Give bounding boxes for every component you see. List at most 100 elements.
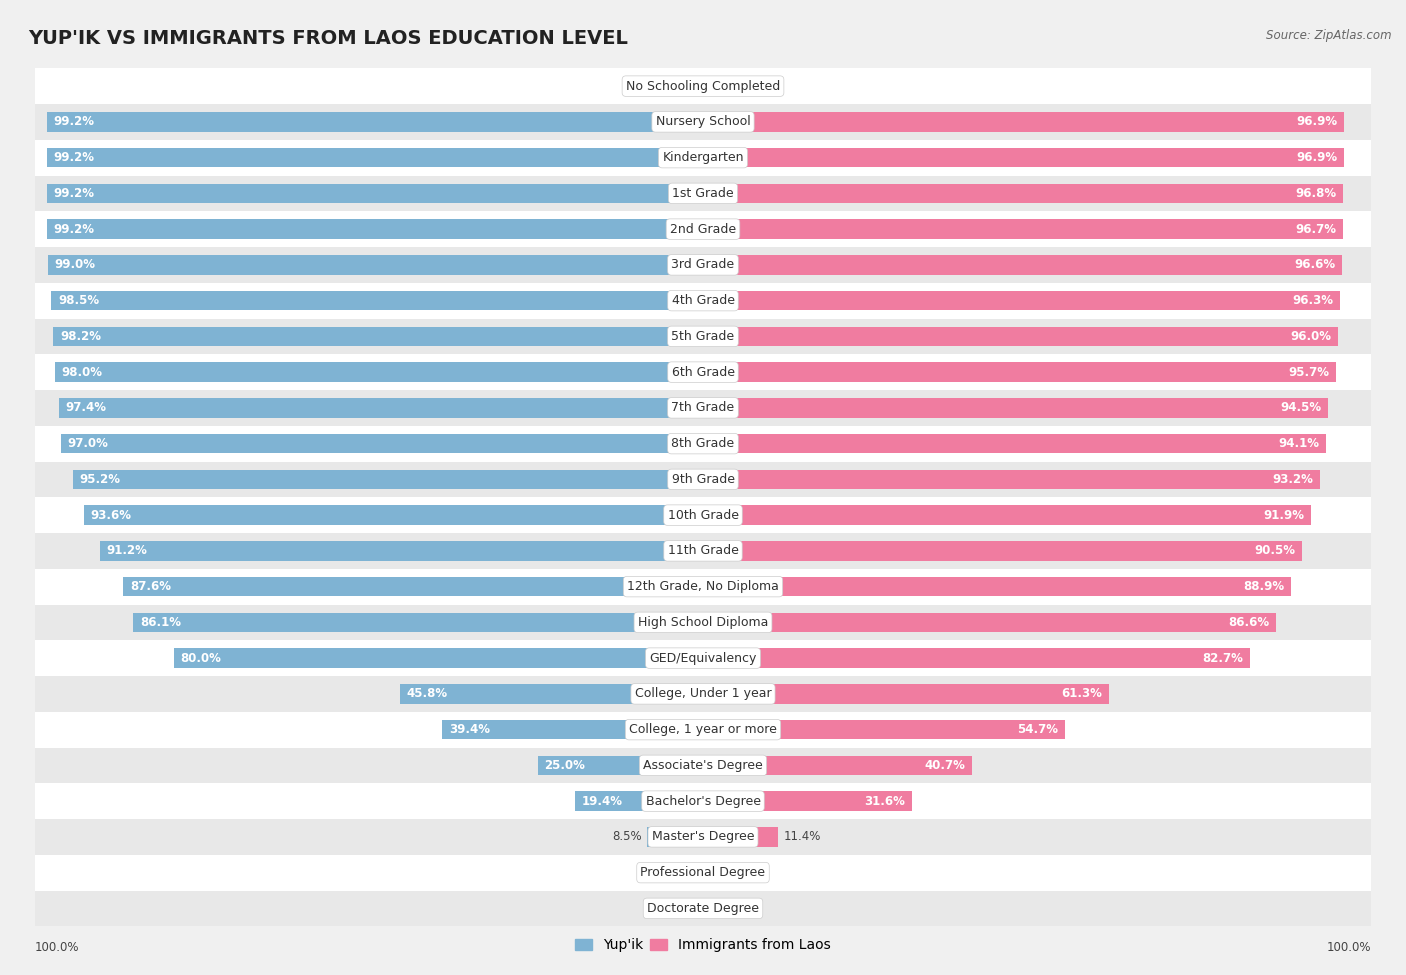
Bar <box>46 183 703 203</box>
Text: 39.4%: 39.4% <box>449 723 489 736</box>
Text: Master's Degree: Master's Degree <box>652 831 754 843</box>
Bar <box>55 363 703 382</box>
Text: 3.2%: 3.2% <box>730 866 759 879</box>
Text: No Schooling Completed: No Schooling Completed <box>626 80 780 93</box>
Text: 8th Grade: 8th Grade <box>672 437 734 450</box>
Text: 5th Grade: 5th Grade <box>672 330 734 343</box>
Bar <box>703 76 724 96</box>
Bar <box>35 819 1371 855</box>
Bar <box>703 363 1336 382</box>
Text: 99.2%: 99.2% <box>53 151 94 164</box>
Bar <box>35 676 1371 712</box>
Text: 11th Grade: 11th Grade <box>668 544 738 558</box>
Text: 61.3%: 61.3% <box>1062 687 1102 700</box>
Bar <box>35 497 1371 533</box>
Bar <box>35 104 1371 139</box>
Bar <box>35 176 1371 212</box>
Bar <box>703 648 1250 668</box>
Text: Bachelor's Degree: Bachelor's Degree <box>645 795 761 807</box>
Text: 96.6%: 96.6% <box>1295 258 1336 271</box>
Text: 99.0%: 99.0% <box>55 258 96 271</box>
Bar <box>35 783 1371 819</box>
Text: 7th Grade: 7th Grade <box>672 402 734 414</box>
Bar <box>53 327 703 346</box>
Text: Kindergarten: Kindergarten <box>662 151 744 164</box>
Text: 3rd Grade: 3rd Grade <box>672 258 734 271</box>
Text: 96.7%: 96.7% <box>1295 222 1336 236</box>
Text: College, Under 1 year: College, Under 1 year <box>634 687 772 700</box>
Bar <box>35 139 1371 176</box>
Text: 90.5%: 90.5% <box>1254 544 1295 558</box>
Text: 99.2%: 99.2% <box>53 222 94 236</box>
Bar <box>124 577 703 597</box>
Text: 97.4%: 97.4% <box>65 402 107 414</box>
Bar <box>35 354 1371 390</box>
Bar <box>703 148 1344 168</box>
Text: 82.7%: 82.7% <box>1202 651 1243 665</box>
Bar <box>35 390 1371 426</box>
Bar <box>51 291 703 310</box>
Text: 97.0%: 97.0% <box>67 437 108 450</box>
Text: 40.7%: 40.7% <box>925 759 966 772</box>
Bar <box>703 219 1343 239</box>
Bar <box>46 219 703 239</box>
Bar <box>703 684 1108 704</box>
Text: 80.0%: 80.0% <box>180 651 221 665</box>
Text: 45.8%: 45.8% <box>406 687 447 700</box>
Text: 98.0%: 98.0% <box>62 366 103 378</box>
Bar <box>35 890 1371 926</box>
Bar <box>703 291 1340 310</box>
Bar <box>35 283 1371 319</box>
Bar <box>703 183 1344 203</box>
Text: 11.4%: 11.4% <box>783 831 821 843</box>
Bar <box>537 756 703 775</box>
Text: 6th Grade: 6th Grade <box>672 366 734 378</box>
Text: 19.4%: 19.4% <box>581 795 623 807</box>
Legend: Yup'ik, Immigrants from Laos: Yup'ik, Immigrants from Laos <box>569 933 837 957</box>
Bar <box>35 461 1371 497</box>
Text: 93.6%: 93.6% <box>90 509 131 522</box>
Bar <box>703 827 779 846</box>
Bar <box>703 112 1344 132</box>
Text: Source: ZipAtlas.com: Source: ZipAtlas.com <box>1267 29 1392 42</box>
Bar <box>647 827 703 846</box>
Bar <box>703 863 724 882</box>
Bar <box>46 148 703 168</box>
Bar <box>695 899 703 918</box>
Bar <box>695 76 703 96</box>
Bar <box>683 863 703 882</box>
Bar <box>35 68 1371 104</box>
Bar <box>443 720 703 739</box>
Bar <box>100 541 703 561</box>
Text: 88.9%: 88.9% <box>1243 580 1285 593</box>
Bar <box>59 398 703 417</box>
Bar <box>35 855 1371 890</box>
Text: Associate's Degree: Associate's Degree <box>643 759 763 772</box>
Bar <box>46 112 703 132</box>
Bar <box>35 604 1371 641</box>
Text: YUP'IK VS IMMIGRANTS FROM LAOS EDUCATION LEVEL: YUP'IK VS IMMIGRANTS FROM LAOS EDUCATION… <box>28 29 628 48</box>
Text: 86.1%: 86.1% <box>141 616 181 629</box>
Text: 96.8%: 96.8% <box>1296 187 1337 200</box>
Text: 4th Grade: 4th Grade <box>672 294 734 307</box>
Text: Doctorate Degree: Doctorate Degree <box>647 902 759 915</box>
Text: 98.5%: 98.5% <box>58 294 98 307</box>
Text: 96.9%: 96.9% <box>1296 115 1337 129</box>
Bar <box>35 212 1371 247</box>
Bar <box>703 899 713 918</box>
Bar <box>73 470 703 489</box>
Text: 10th Grade: 10th Grade <box>668 509 738 522</box>
Text: 12th Grade, No Diploma: 12th Grade, No Diploma <box>627 580 779 593</box>
Text: 100.0%: 100.0% <box>35 941 79 955</box>
Bar <box>35 712 1371 748</box>
Bar <box>703 720 1064 739</box>
Text: 99.2%: 99.2% <box>53 187 94 200</box>
Text: 96.3%: 96.3% <box>1292 294 1333 307</box>
Bar <box>35 641 1371 676</box>
Bar <box>35 748 1371 783</box>
Bar <box>35 319 1371 354</box>
Text: 1.4%: 1.4% <box>717 902 748 915</box>
Bar <box>703 470 1320 489</box>
Text: 25.0%: 25.0% <box>544 759 585 772</box>
Text: 31.6%: 31.6% <box>865 795 905 807</box>
